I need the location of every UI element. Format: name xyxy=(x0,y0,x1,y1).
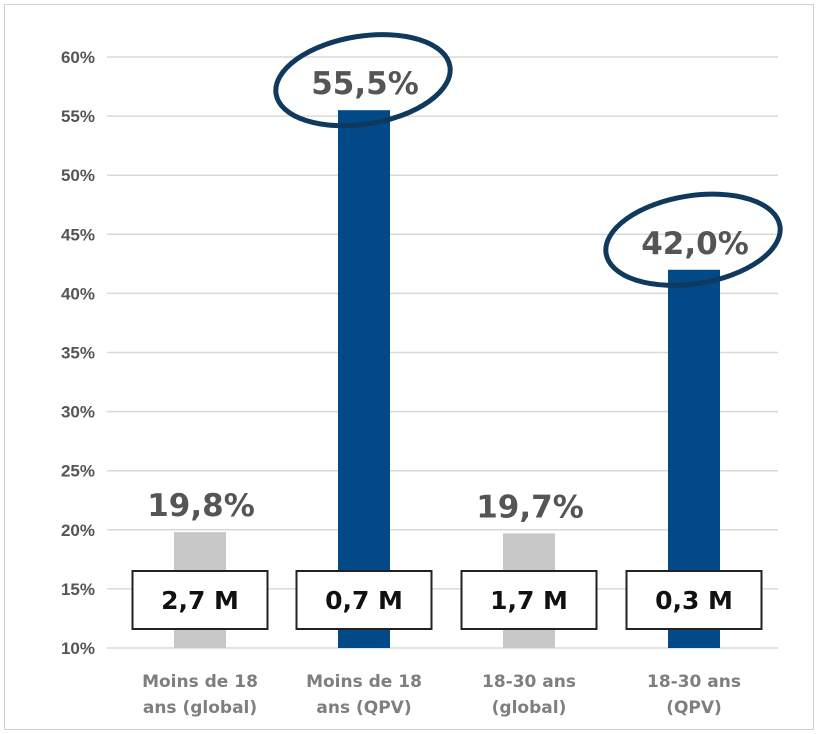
x-category-label: Moins de 18 xyxy=(142,672,258,692)
population-box xyxy=(131,570,269,630)
population-box xyxy=(295,570,433,630)
highlight-ellipse xyxy=(273,32,453,129)
x-category-label: (global) xyxy=(492,698,567,718)
population-label: 0,7 M xyxy=(325,586,403,615)
data-label: 42,0% xyxy=(641,226,749,262)
y-tick-label: 15% xyxy=(61,580,95,599)
y-tick-label: 55% xyxy=(61,107,95,126)
population-box xyxy=(460,570,598,630)
x-category-label: 18-30 ans xyxy=(647,672,741,692)
x-category-label: (QPV) xyxy=(666,698,722,718)
population-box xyxy=(625,570,763,630)
population-label: 0,3 M xyxy=(655,586,733,615)
data-label: 55,5% xyxy=(311,66,419,102)
population-label: 2,7 M xyxy=(161,586,239,615)
data-label: 19,8% xyxy=(147,488,255,524)
data-label: 19,7% xyxy=(476,489,584,525)
y-tick-label: 35% xyxy=(61,344,95,363)
y-tick-label: 20% xyxy=(61,521,95,540)
x-category-label: 18-30 ans xyxy=(482,672,576,692)
y-tick-label: 40% xyxy=(61,284,95,303)
y-tick-label: 45% xyxy=(61,225,95,244)
y-tick-label: 30% xyxy=(61,403,95,422)
y-tick-label: 25% xyxy=(61,462,95,481)
x-category-label: Moins de 18 xyxy=(306,672,422,692)
bar xyxy=(338,110,390,648)
highlight-ellipse xyxy=(603,191,783,288)
y-tick-label: 50% xyxy=(61,166,95,185)
y-tick-label: 10% xyxy=(61,639,95,658)
x-category-label: ans (QPV) xyxy=(316,698,411,718)
x-category-label: ans (global) xyxy=(143,698,257,718)
population-label: 1,7 M xyxy=(490,586,568,615)
y-tick-label: 60% xyxy=(61,48,95,67)
